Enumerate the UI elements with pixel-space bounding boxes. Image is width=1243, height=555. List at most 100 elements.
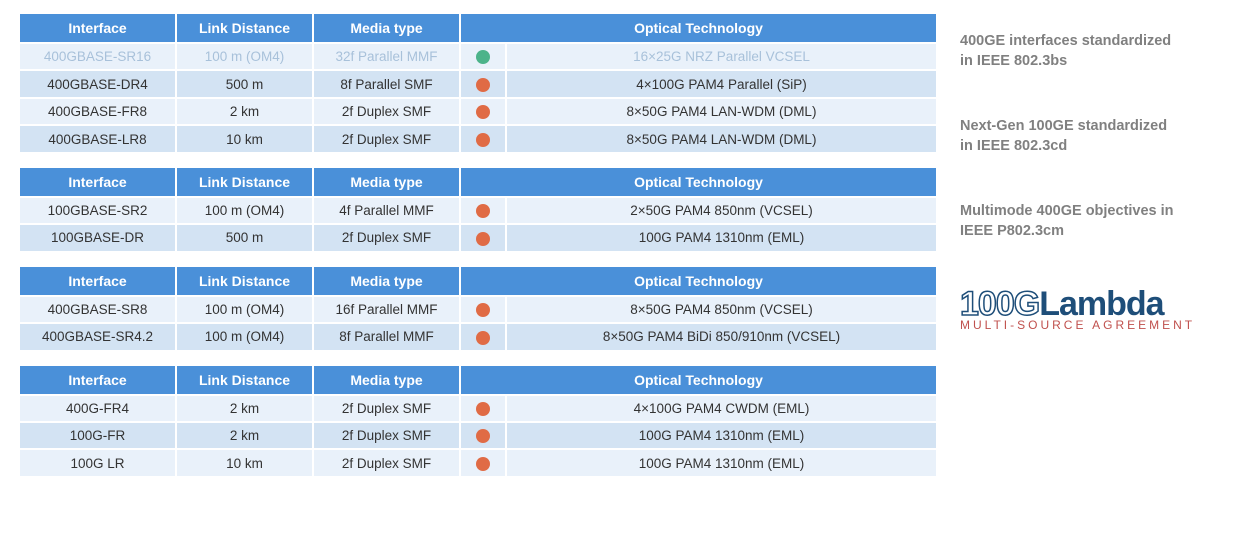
cell-tech: 2×50G PAM4 850nm (VCSEL)	[507, 198, 936, 223]
cell-dot	[461, 450, 505, 475]
cell-media: 4f Parallel MMF	[314, 198, 459, 223]
cell-media: 32f Parallel MMF	[314, 44, 459, 69]
table-header-row: Interface Link Distance Media type Optic…	[20, 267, 936, 295]
cell-distance: 100 m (OM4)	[177, 297, 312, 322]
cell-media: 16f Parallel MMF	[314, 297, 459, 322]
th-distance: Link Distance	[177, 14, 312, 42]
table-header-row: Interface Link Distance Media type Optic…	[20, 168, 936, 196]
cell-tech: 16×25G NRZ Parallel VCSEL	[507, 44, 936, 69]
page-layout: Interface Link Distance Media type Optic…	[18, 12, 1225, 490]
table-row: 100GBASE-DR 500 m 2f Duplex SMF 100G PAM…	[20, 225, 936, 250]
cell-tech: 100G PAM4 1310nm (EML)	[507, 225, 936, 250]
cell-distance: 500 m	[177, 71, 312, 96]
table-row: 400GBASE-SR4.2 100 m (OM4) 8f Parallel M…	[20, 324, 936, 349]
status-dot-icon	[476, 303, 490, 317]
note-p8023cm: Multimode 400GE objectives in IEEE P802.…	[960, 202, 1180, 241]
cell-dot	[461, 198, 505, 223]
cell-dot	[461, 99, 505, 124]
cell-tech: 4×100G PAM4 Parallel (SiP)	[507, 71, 936, 96]
table-400ge-p8023cm: Interface Link Distance Media type Optic…	[18, 265, 938, 352]
cell-distance: 100 m (OM4)	[177, 44, 312, 69]
status-dot-icon	[476, 331, 490, 345]
cell-interface: 100G LR	[20, 450, 175, 475]
cell-dot	[461, 396, 505, 421]
th-media: Media type	[314, 267, 459, 295]
table-400ge-8023bs: Interface Link Distance Media type Optic…	[18, 12, 938, 154]
table-row: 100GBASE-SR2 100 m (OM4) 4f Parallel MMF…	[20, 198, 936, 223]
th-tech: Optical Technology	[461, 168, 936, 196]
th-distance: Link Distance	[177, 168, 312, 196]
th-tech: Optical Technology	[461, 267, 936, 295]
cell-interface: 400GBASE-SR4.2	[20, 324, 175, 349]
cell-dot	[461, 71, 505, 96]
cell-dot	[461, 225, 505, 250]
status-dot-icon	[476, 105, 490, 119]
logo-subtitle: MULTI-SOURCE AGREEMENT	[960, 319, 1225, 331]
status-dot-icon	[476, 50, 490, 64]
cell-tech: 100G PAM4 1310nm (EML)	[507, 423, 936, 448]
th-tech: Optical Technology	[461, 366, 936, 394]
cell-interface: 400GBASE-FR8	[20, 99, 175, 124]
th-interface: Interface	[20, 267, 175, 295]
table-row: 400GBASE-LR8 10 km 2f Duplex SMF 8×50G P…	[20, 126, 936, 151]
th-interface: Interface	[20, 168, 175, 196]
cell-interface: 100GBASE-DR	[20, 225, 175, 250]
cell-media: 2f Duplex SMF	[314, 126, 459, 151]
table-header-row: Interface Link Distance Media type Optic…	[20, 366, 936, 394]
status-dot-icon	[476, 78, 490, 92]
table-row: 400GBASE-SR16 100 m (OM4) 32f Parallel M…	[20, 44, 936, 69]
note-8023cd: Next-Gen 100GE standardized in IEEE 802.…	[960, 117, 1180, 156]
status-dot-icon	[476, 204, 490, 218]
cell-tech: 8×50G PAM4 850nm (VCSEL)	[507, 297, 936, 322]
cell-distance: 2 km	[177, 396, 312, 421]
cell-dot	[461, 324, 505, 349]
th-distance: Link Distance	[177, 366, 312, 394]
cell-media: 2f Duplex SMF	[314, 99, 459, 124]
cell-dot	[461, 297, 505, 322]
th-interface: Interface	[20, 366, 175, 394]
cell-distance: 10 km	[177, 450, 312, 475]
table-100ge-8023cd: Interface Link Distance Media type Optic…	[18, 166, 938, 253]
cell-interface: 100GBASE-SR2	[20, 198, 175, 223]
cell-distance: 2 km	[177, 99, 312, 124]
status-dot-icon	[476, 402, 490, 416]
cell-interface: 400GBASE-SR8	[20, 297, 175, 322]
table-row: 400GBASE-SR8 100 m (OM4) 16f Parallel MM…	[20, 297, 936, 322]
cell-distance: 500 m	[177, 225, 312, 250]
cell-distance: 100 m (OM4)	[177, 324, 312, 349]
cell-dot	[461, 126, 505, 151]
cell-media: 8f Parallel SMF	[314, 71, 459, 96]
cell-tech: 8×50G PAM4 LAN-WDM (DML)	[507, 99, 936, 124]
status-dot-icon	[476, 232, 490, 246]
cell-interface: 100G-FR	[20, 423, 175, 448]
table-row: 100G LR 10 km 2f Duplex SMF 100G PAM4 13…	[20, 450, 936, 475]
status-dot-icon	[476, 457, 490, 471]
th-distance: Link Distance	[177, 267, 312, 295]
cell-distance: 10 km	[177, 126, 312, 151]
cell-tech: 8×50G PAM4 LAN-WDM (DML)	[507, 126, 936, 151]
status-dot-icon	[476, 133, 490, 147]
logo-top-line: 100GLambda	[960, 287, 1225, 321]
cell-distance: 100 m (OM4)	[177, 198, 312, 223]
cell-tech: 4×100G PAM4 CWDM (EML)	[507, 396, 936, 421]
cell-interface: 400GBASE-LR8	[20, 126, 175, 151]
tables-column: Interface Link Distance Media type Optic…	[18, 12, 938, 490]
lambda-msa-logo: 100GLambda MULTI-SOURCE AGREEMENT	[960, 287, 1225, 331]
table-row: 400GBASE-FR8 2 km 2f Duplex SMF 8×50G PA…	[20, 99, 936, 124]
status-dot-icon	[476, 429, 490, 443]
cell-media: 2f Duplex SMF	[314, 423, 459, 448]
th-media: Media type	[314, 168, 459, 196]
table-100g-lambda-msa: Interface Link Distance Media type Optic…	[18, 364, 938, 478]
cell-media: 8f Parallel MMF	[314, 324, 459, 349]
th-media: Media type	[314, 366, 459, 394]
cell-tech: 8×50G PAM4 BiDi 850/910nm (VCSEL)	[507, 324, 936, 349]
side-column: 400GE interfaces standardized in IEEE 80…	[960, 12, 1225, 331]
cell-tech: 100G PAM4 1310nm (EML)	[507, 450, 936, 475]
cell-media: 2f Duplex SMF	[314, 396, 459, 421]
table-header-row: Interface Link Distance Media type Optic…	[20, 14, 936, 42]
table-row: 400GBASE-DR4 500 m 8f Parallel SMF 4×100…	[20, 71, 936, 96]
cell-distance: 2 km	[177, 423, 312, 448]
cell-dot	[461, 423, 505, 448]
cell-interface: 400G-FR4	[20, 396, 175, 421]
cell-dot	[461, 44, 505, 69]
